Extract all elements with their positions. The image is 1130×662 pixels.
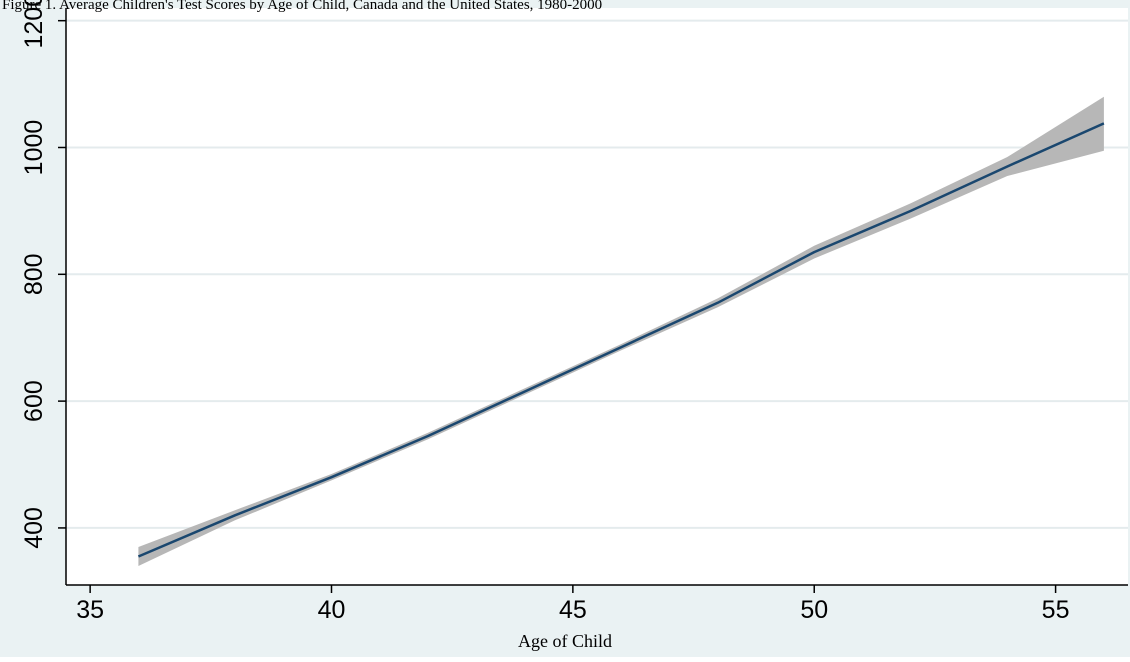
axes [58, 8, 1128, 593]
x-tick-label-55: 55 [1042, 596, 1070, 624]
x-axis-title: Age of Child [518, 631, 612, 651]
x-tick-label-45: 45 [559, 596, 587, 624]
series-lines [137, 122, 1105, 558]
series-line-0 [137, 122, 1105, 558]
y-tick-label-1000: 1000 [20, 120, 48, 176]
y-tick-label-400: 400 [20, 507, 48, 549]
confidence-band [138, 96, 1104, 567]
confidence-band-group [138, 96, 1104, 567]
x-tick-label-50: 50 [800, 596, 828, 624]
y-tick-label-1200: 1200 [20, 0, 48, 49]
y-tick-label-600: 600 [20, 380, 48, 422]
gridlines [66, 19, 1128, 529]
x-tick-label-35: 35 [76, 596, 104, 624]
plot-region [66, 8, 1128, 585]
figure-caption: Figure 1. Average Children's Test Scores… [2, 0, 603, 13]
x-tick-label-40: 40 [318, 596, 346, 624]
y-tick-label-800: 800 [20, 253, 48, 295]
tick-labels: 35 40 45 50 55 400 600 800 1000 1200 [20, 0, 1069, 624]
